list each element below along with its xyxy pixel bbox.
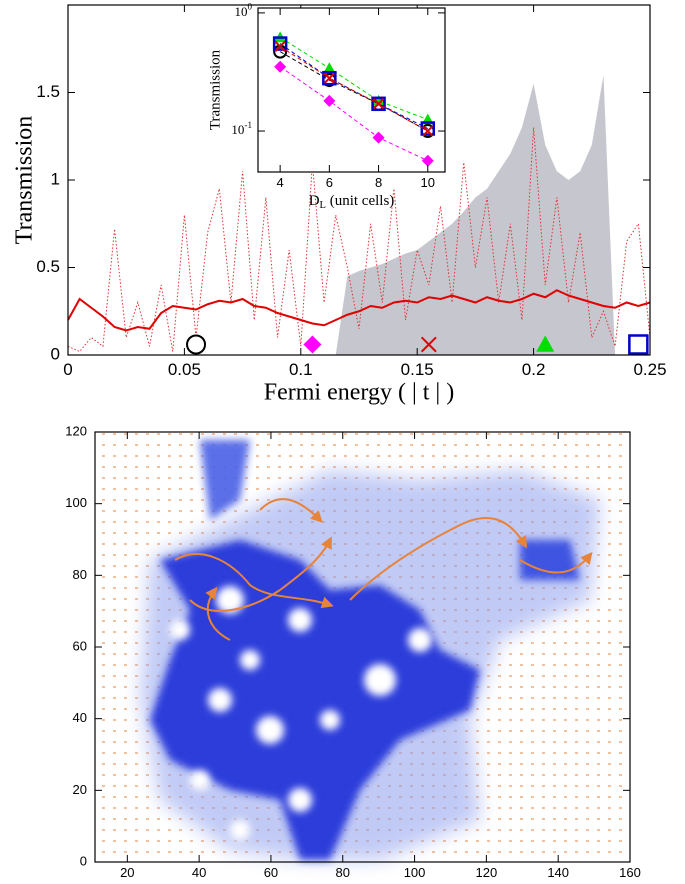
x-tick-label: 80 — [336, 865, 350, 880]
x-tick-label: 160 — [619, 865, 641, 880]
x-tick-label: 0.2 — [522, 360, 546, 379]
x-axis-title: DL (unit cells) — [309, 193, 395, 211]
marker — [420, 121, 436, 136]
y-tick-label: 20 — [73, 782, 87, 797]
current-map — [95, 432, 630, 862]
plot-frame — [94, 431, 631, 863]
label-rest: (unit cells) — [326, 193, 394, 209]
y-axis-title: Transmission — [207, 49, 223, 130]
tick-exponent: -1 — [244, 120, 252, 130]
marker — [371, 96, 386, 112]
x-tick-label: 8 — [375, 175, 382, 190]
tick-base: 10 — [234, 4, 247, 19]
tick-base: 10 — [231, 122, 244, 137]
x-axis-title: Fermi energy ( | t | ) — [264, 380, 454, 406]
x-tick-label: 10 — [421, 175, 435, 190]
y-tick-label: 100 — [65, 495, 87, 510]
plot-frame — [67, 4, 651, 356]
marker — [372, 94, 385, 106]
current-streams — [174, 498, 593, 641]
marker — [421, 154, 434, 167]
x-tick-label: 60 — [264, 865, 278, 880]
x-tick-label: 0 — [63, 360, 72, 379]
area — [68, 75, 650, 355]
marker — [323, 94, 336, 107]
label-main: D — [309, 193, 320, 209]
series-line — [279, 51, 429, 132]
marker — [272, 36, 288, 51]
tick-exponent: 0 — [247, 2, 252, 12]
y-tick-label: 100 — [234, 2, 252, 19]
marker — [274, 40, 286, 52]
density-holes — [170, 586, 432, 840]
marker — [303, 335, 322, 354]
y-tick-label: 0 — [80, 853, 87, 868]
x-tick-label: 20 — [120, 865, 134, 880]
y-tick-label: 80 — [73, 567, 87, 582]
series-line — [67, 127, 651, 353]
y-tick-label: 120 — [65, 423, 87, 438]
y-tick-label: 1 — [51, 169, 60, 188]
series-line — [279, 36, 428, 121]
marker — [373, 98, 385, 110]
marker — [274, 60, 287, 73]
marker — [322, 70, 337, 86]
x-tick-label: 6 — [326, 175, 333, 190]
marker — [420, 336, 437, 353]
x-tick-label: 140 — [547, 865, 569, 880]
y-tick-label: 1.5 — [36, 82, 60, 101]
label-sub: L — [320, 200, 326, 211]
marker — [422, 125, 434, 137]
plot-frame — [257, 7, 446, 173]
marker — [536, 335, 555, 352]
x-tick-label: 4 — [277, 175, 284, 190]
y-tick-label: 40 — [73, 710, 87, 725]
marker — [186, 334, 207, 355]
series-line — [279, 46, 429, 132]
marker — [323, 62, 336, 74]
marker — [323, 72, 335, 84]
marker — [628, 334, 649, 355]
series-line — [67, 289, 651, 332]
y-tick-label: 60 — [73, 638, 87, 653]
y-tick-label: 0.5 — [36, 257, 60, 276]
y-axis-title: Transmission — [12, 116, 38, 244]
y-tick-label: 10-1 — [231, 120, 252, 137]
x-tick-label: 40 — [192, 865, 206, 880]
series-line — [279, 66, 428, 162]
marker — [372, 131, 385, 144]
x-tick-label: 0.25 — [633, 360, 666, 379]
x-tick-label: 0.1 — [289, 360, 313, 379]
density-dark — [150, 440, 580, 860]
x-tick-label: 0.05 — [168, 360, 201, 379]
x-tick-label: 0.15 — [401, 360, 434, 379]
x-tick-label: 120 — [476, 865, 498, 880]
y-tick-label: 0 — [51, 344, 60, 363]
x-tick-label: 100 — [404, 865, 426, 880]
